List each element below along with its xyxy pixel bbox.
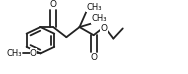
Text: CH₃: CH₃ <box>6 49 22 58</box>
Text: O: O <box>90 53 97 62</box>
Text: O: O <box>30 49 37 58</box>
Text: O: O <box>50 0 57 9</box>
Text: CH₃: CH₃ <box>86 3 102 12</box>
Text: CH₃: CH₃ <box>91 15 107 23</box>
Text: O: O <box>100 24 108 33</box>
